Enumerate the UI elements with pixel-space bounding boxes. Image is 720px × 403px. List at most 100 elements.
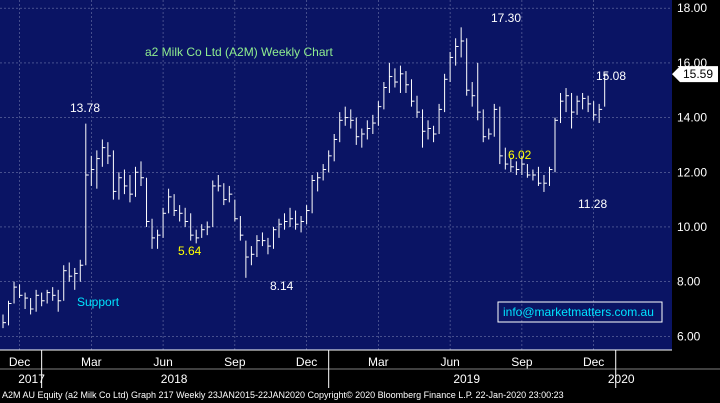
last-price-box [672, 66, 718, 83]
price-bar [433, 125, 437, 143]
price-bar [289, 207, 294, 227]
price-bar [107, 142, 111, 165]
price-bar [24, 292, 29, 309]
price-bar [311, 175, 316, 214]
price-bar [328, 150, 332, 173]
price-bar [422, 109, 426, 148]
price-bar [438, 103, 443, 134]
price-bar [399, 65, 404, 93]
price-bar [46, 289, 51, 304]
price-bar [499, 106, 503, 165]
price-bar [129, 175, 133, 203]
price-bar [477, 62, 481, 121]
price-bar [245, 240, 249, 278]
price-bar [223, 183, 227, 206]
x-tick-year: 2019 [453, 372, 480, 386]
y-tick-label: 10.00 [677, 220, 707, 234]
price-bar [571, 92, 575, 129]
price-bar [173, 194, 178, 217]
price-bar [217, 175, 222, 192]
grid-lines [0, 0, 672, 350]
price-bar [63, 265, 67, 301]
y-tick-label: 18.00 [677, 1, 707, 15]
price-bar [112, 150, 117, 200]
price-bar [593, 101, 597, 121]
price-bar [560, 92, 564, 124]
price-bar [234, 199, 238, 222]
price-bar [537, 166, 542, 186]
price-bar [41, 292, 45, 307]
x-tick-month: Sep [224, 355, 246, 369]
price-bar [598, 103, 603, 124]
price-bar [350, 109, 354, 129]
price-bar [118, 172, 122, 200]
email-box [497, 301, 663, 323]
price-bar [383, 82, 387, 110]
price-bar [449, 51, 454, 83]
price-bar [35, 289, 40, 312]
price-bar [19, 284, 23, 299]
price-bar [134, 166, 139, 197]
price-bar [366, 120, 371, 140]
price-bar [582, 92, 586, 110]
footer-text: A2M AU Equity (a2 Milk Co Ltd) Graph 217… [2, 390, 564, 400]
price-bar [123, 169, 128, 195]
annotation-low-8-14: 8.14 [270, 279, 294, 293]
price-bar [548, 166, 553, 186]
x-tick-month: Sep [511, 355, 533, 369]
price-bar [526, 164, 531, 178]
price-bar [256, 235, 260, 258]
price-bar [416, 95, 420, 118]
price-bar [587, 95, 592, 113]
price-bar [515, 161, 520, 175]
x-tick-year: 2018 [161, 372, 188, 386]
price-bar [85, 123, 89, 266]
price-bars [2, 27, 608, 329]
x-axis: Dec Mar Jun Sep Dec Mar Jun Sep Dec 2017 2018 2019 2… [0, 349, 720, 388]
price-bar [504, 147, 509, 170]
x-tick-month: Mar [368, 355, 389, 369]
price-bar [427, 120, 432, 140]
price-bar [460, 27, 465, 58]
price-bar [394, 68, 398, 88]
price-bar [190, 213, 194, 241]
price-bar [565, 88, 570, 113]
price-bar [179, 205, 183, 222]
price-bar [521, 155, 525, 175]
price-bar [68, 262, 73, 282]
price-bar [466, 38, 470, 96]
plot-area [0, 0, 672, 350]
price-bar [510, 158, 514, 173]
price-bar [576, 95, 581, 115]
price-bar [300, 216, 305, 233]
price-bar [278, 218, 282, 238]
price-bar [344, 106, 349, 126]
price-bar [96, 150, 100, 189]
annotation-support: Support [77, 295, 120, 309]
price-bar [339, 112, 343, 143]
price-bar [455, 38, 459, 66]
price-bar [493, 103, 498, 137]
email-text[interactable]: info@marketmatters.com.au [503, 305, 654, 319]
price-bar [604, 73, 608, 107]
price-bar [322, 164, 327, 181]
price-bar [2, 314, 6, 329]
price-bar [140, 161, 144, 186]
price-bar [79, 259, 84, 282]
annotation-high-17-30: 17.30 [491, 11, 521, 25]
price-bar [284, 213, 288, 230]
price-bar [57, 289, 62, 312]
price-bar [157, 229, 161, 249]
price-bar [13, 281, 18, 304]
price-bar [295, 210, 299, 230]
price-bar [228, 185, 233, 203]
price-bar [101, 139, 106, 167]
price-bar [377, 101, 382, 126]
y-tick-label: 6.00 [677, 329, 701, 343]
x-tick-year: 2020 [608, 372, 635, 386]
price-bar [90, 155, 95, 186]
x-tick-month: Dec [296, 355, 317, 369]
price-bar [184, 207, 189, 227]
price-bar [261, 232, 266, 247]
